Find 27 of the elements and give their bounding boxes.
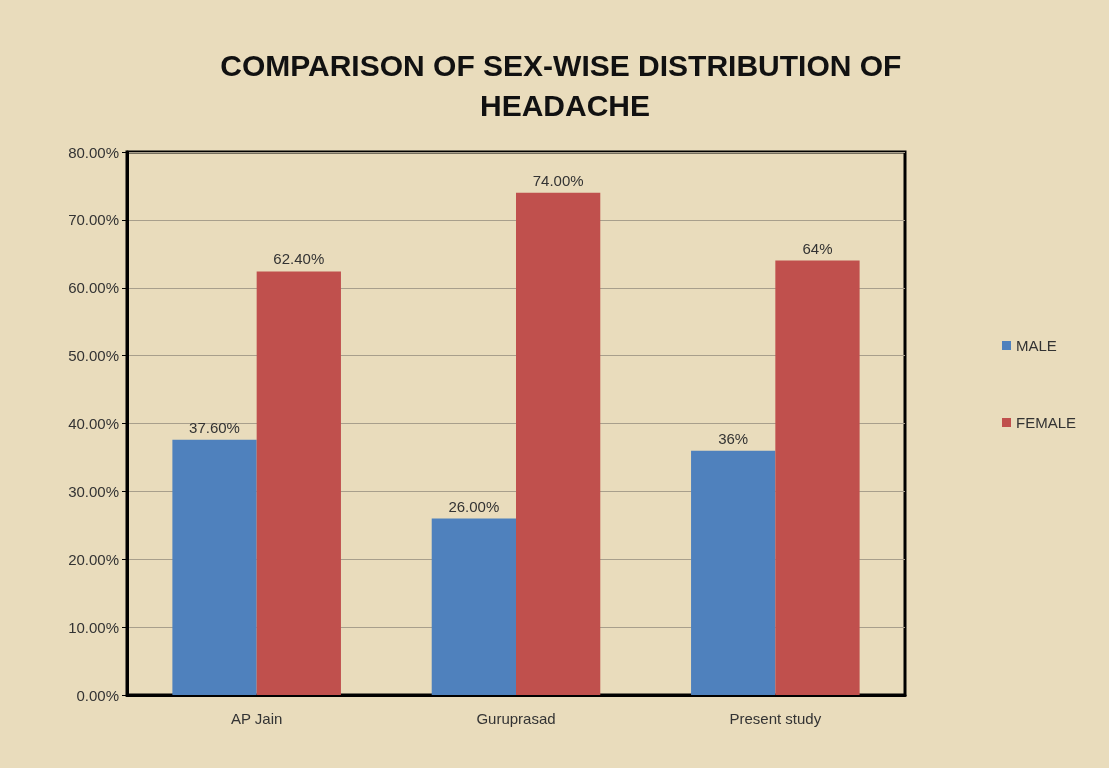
data-label: 26.00% — [448, 497, 500, 515]
data-label: 36% — [718, 429, 749, 447]
y-tick-label: 10.00% — [68, 618, 119, 636]
y-tick-label: 20.00% — [68, 550, 119, 568]
y-tick-label: 30.00% — [68, 482, 119, 500]
data-label: 62.40% — [273, 250, 325, 268]
legend-label: FEMALE — [1015, 414, 1076, 431]
y-tick-label: 80.00% — [68, 143, 119, 161]
y-tick-label: 70.00% — [68, 211, 119, 229]
data-label: 37.60% — [189, 418, 240, 436]
bar — [516, 192, 601, 695]
x-tick-label: Present study — [729, 710, 822, 727]
legend-label: MALE — [1015, 337, 1057, 354]
y-tick-label: 0.00% — [76, 686, 119, 704]
bar — [431, 518, 516, 695]
bar — [172, 439, 257, 695]
data-label: 64% — [802, 239, 833, 257]
chart-title: COMPARISON OF SEX-WISE DISTRIBUTION OF HEADACHE — [220, 48, 910, 122]
x-tick-label: AP Jain — [230, 710, 283, 727]
bar — [691, 450, 776, 695]
y-tick-label: 40.00% — [68, 415, 119, 432]
x-tick-label: Guruprasad — [476, 710, 556, 727]
bar — [256, 271, 341, 695]
y-tick-label: 50.00% — [68, 347, 119, 365]
y-tick-label: 60.00% — [68, 279, 119, 297]
data-label: 74.00% — [532, 171, 584, 189]
bar — [775, 260, 860, 695]
